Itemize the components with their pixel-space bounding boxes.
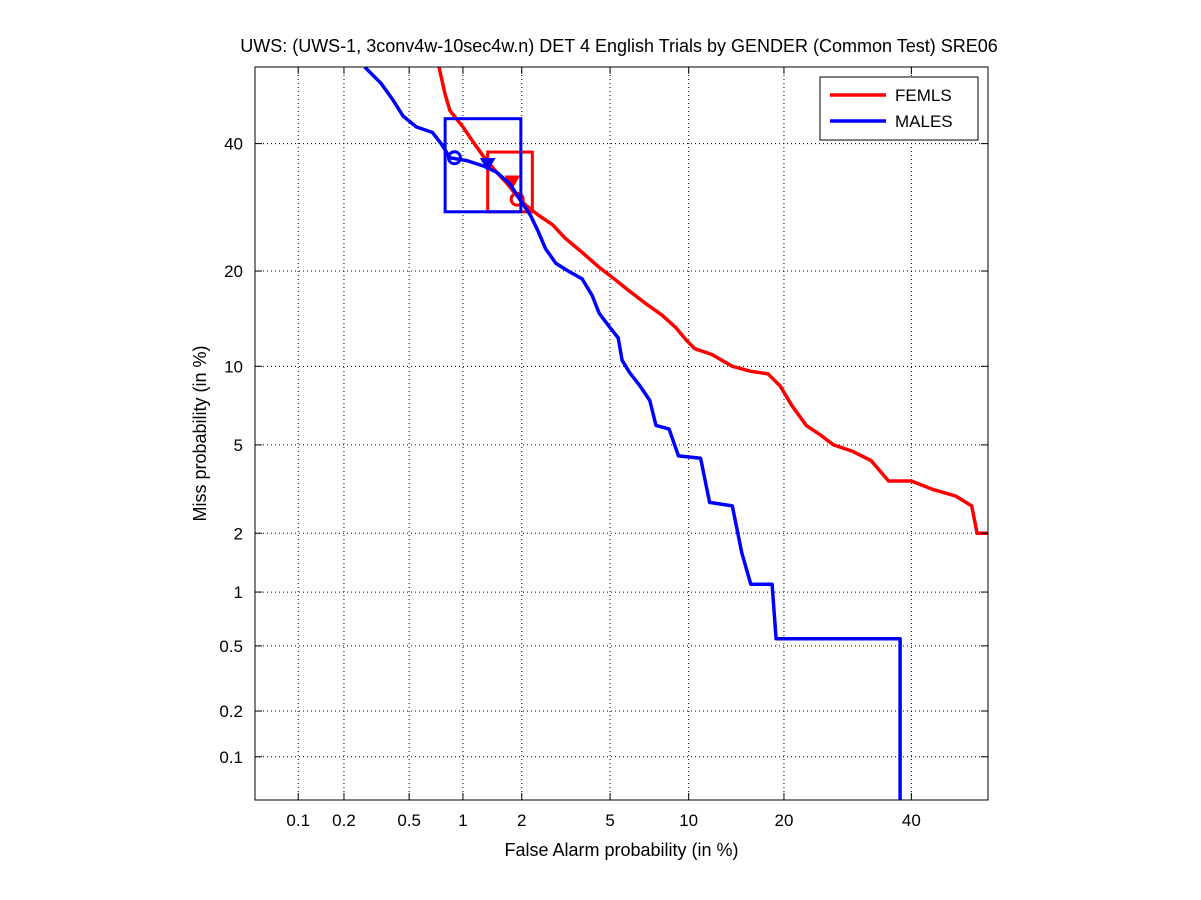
series-group xyxy=(363,67,988,800)
x-tick-label: 2 xyxy=(517,811,526,830)
min-dcf-marker-males xyxy=(446,150,462,166)
x-tick-label: 0.1 xyxy=(286,811,310,830)
y-tick-label: 40 xyxy=(224,135,243,154)
x-tick-label: 40 xyxy=(902,811,921,830)
x-tick-label: 10 xyxy=(679,811,698,830)
x-tick-label: 5 xyxy=(605,811,614,830)
legend-box xyxy=(819,76,979,141)
legend-label-males: MALES xyxy=(895,112,953,131)
y-tick-label: 20 xyxy=(224,262,243,281)
y-tick-label: 5 xyxy=(234,436,243,455)
series-males xyxy=(363,67,902,800)
confidence-box-males xyxy=(443,117,523,214)
y-tick-label: 2 xyxy=(234,524,243,543)
plot-frame xyxy=(254,66,989,801)
legend-label-femls: FEMLS xyxy=(895,86,952,105)
x-tick-label: 0.5 xyxy=(397,811,421,830)
ticks: 0.1 0.2 0.5 1 2 5 10 20 40 0.1 0.2 0.5 1 2 5 10 20 40 xyxy=(219,67,988,830)
y-tick-label: 10 xyxy=(224,357,243,376)
y-axis-title: Miss probability (in %) xyxy=(190,345,210,521)
x-tick-label: 20 xyxy=(774,811,793,830)
x-axis-title: False Alarm probability (in %) xyxy=(504,840,738,860)
chart-title: UWS: (UWS-1, 3conv4w-10sec4w.n) DET 4 En… xyxy=(240,36,998,56)
y-tick-label: 0.5 xyxy=(219,637,243,656)
x-tick-label: 0.2 xyxy=(332,811,356,830)
actual-dcf-marker-males xyxy=(479,157,496,172)
y-tick-label: 1 xyxy=(234,583,243,602)
y-tick-label: 0.2 xyxy=(219,702,243,721)
grid xyxy=(255,67,988,800)
x-tick-label: 1 xyxy=(458,811,467,830)
y-tick-label: 0.1 xyxy=(219,748,243,767)
legend: FEMLS MALES xyxy=(819,76,979,141)
